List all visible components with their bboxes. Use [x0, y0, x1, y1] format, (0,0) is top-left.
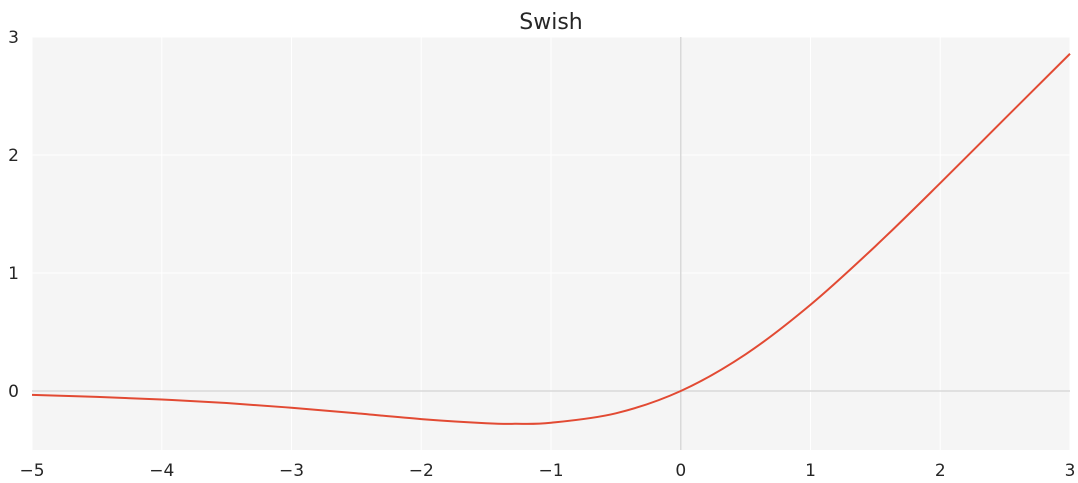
- x-tick-label: 1: [805, 461, 816, 479]
- series-layer: [31, 53, 1071, 425]
- zero-lines: [32, 37, 1070, 450]
- x-tick-label: −5: [19, 461, 44, 479]
- chart-title: Swish: [519, 10, 582, 35]
- x-tick-label: 0: [675, 461, 686, 479]
- y-tick-label: 1: [8, 264, 19, 284]
- x-tick-label: −2: [409, 461, 434, 479]
- x-tick-label: −3: [279, 461, 304, 479]
- swish-line-series-0: [31, 53, 1071, 425]
- x-tick-label: −1: [538, 461, 563, 479]
- y-axis-ticks: 0 1 2 3: [8, 28, 19, 402]
- y-tick-label: 0: [8, 382, 19, 402]
- x-tick-label: −4: [149, 461, 174, 479]
- x-tick-label: 3: [1065, 461, 1076, 479]
- x-axis-ticks: −5 −4 −3 −2 −1 0 1 2 3: [19, 461, 1076, 481]
- y-tick-label: 3: [8, 28, 19, 48]
- y-tick-label: 2: [8, 146, 19, 166]
- x-tick-label: 2: [935, 461, 946, 479]
